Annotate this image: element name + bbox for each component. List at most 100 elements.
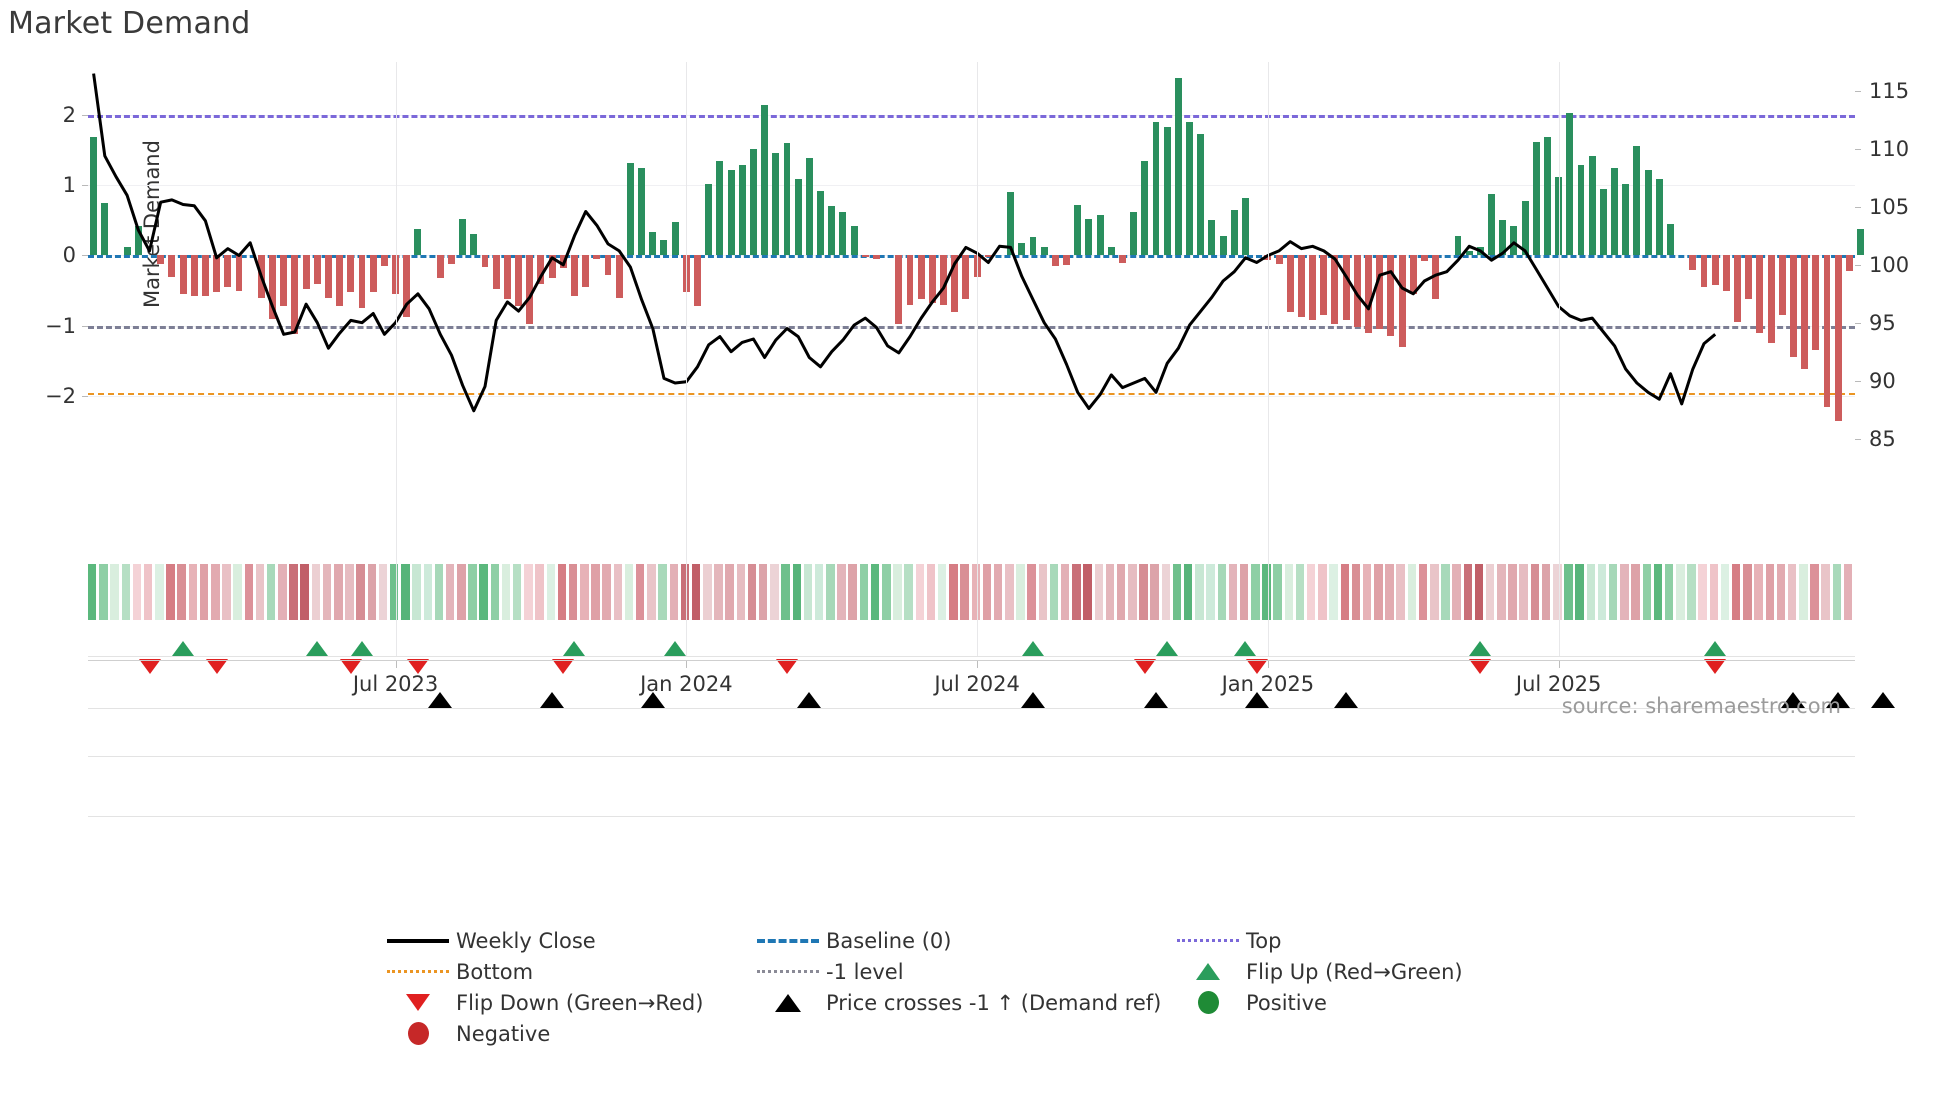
heatmap-cell — [289, 564, 298, 620]
demand-bar — [1353, 255, 1361, 328]
dotted-line-purple-icon — [1177, 939, 1239, 942]
legend-item[interactable]: Negative — [380, 1022, 750, 1046]
x-gridline — [686, 62, 688, 656]
heatmap-cell — [1418, 564, 1428, 620]
heatmap-cell — [546, 564, 555, 620]
demand-bar — [671, 221, 679, 256]
legend-label: Baseline (0) — [826, 928, 952, 953]
legend-glyph — [1170, 939, 1246, 942]
price-cross-marker — [797, 692, 822, 708]
heatmap-cell — [1765, 564, 1775, 620]
x-tick-mark — [1267, 661, 1269, 668]
heatmap-cell — [423, 564, 432, 620]
flip-up-marker — [306, 641, 329, 656]
x-tick-mark — [686, 661, 688, 668]
heatmap-cell — [255, 564, 265, 620]
legend-glyph — [380, 994, 456, 1011]
demand-bar — [1074, 204, 1082, 256]
y-tick-mark-right — [1855, 438, 1861, 440]
heatmap-cell — [1709, 564, 1719, 620]
demand-bar — [235, 255, 243, 291]
demand-bar — [1286, 255, 1294, 312]
heatmap-cell — [859, 564, 869, 620]
demand-bar — [123, 247, 131, 256]
heatmap-cell — [870, 564, 880, 620]
demand-bar — [727, 169, 735, 256]
heatmap-cell — [1541, 564, 1551, 620]
x-tick-mark — [1558, 661, 1560, 668]
price-cross-marker — [1781, 692, 1806, 708]
legend-item[interactable]: Top — [1170, 929, 1550, 953]
demand-bar — [940, 255, 947, 305]
legend-label: Flip Down (Green→Red) — [456, 990, 704, 1015]
heatmap-cell — [982, 564, 992, 620]
heatmap-cell — [401, 564, 410, 620]
heatmap-cell — [132, 564, 142, 620]
demand-bar — [1420, 255, 1428, 262]
legend-item[interactable]: Bottom — [380, 960, 750, 984]
legend-label: Bottom — [456, 959, 534, 984]
heatmap-cell — [781, 564, 790, 620]
demand-bar — [1711, 255, 1719, 286]
heatmap-cell — [1262, 564, 1271, 620]
demand-bar — [1510, 225, 1518, 256]
legend-item[interactable]: -1 level — [750, 960, 1170, 984]
legend-item[interactable]: Flip Down (Green→Red) — [380, 991, 750, 1015]
heatmap-cell — [915, 564, 925, 620]
legend-item[interactable]: Price crosses -1 ↑ (Demand ref) — [750, 991, 1170, 1015]
legend-item[interactable]: Weekly Close — [380, 929, 750, 953]
y-tick-mark-left — [82, 255, 88, 257]
demand-bar — [1376, 255, 1384, 330]
heatmap-cell — [1687, 564, 1696, 620]
y-tick-mark-left — [82, 325, 88, 327]
legend-item[interactable]: Baseline (0) — [750, 929, 1170, 953]
demand-bar — [1275, 255, 1283, 264]
heatmap-cell — [1295, 564, 1305, 620]
heatmap-cell — [904, 564, 913, 620]
demand-bar — [1063, 255, 1070, 266]
demand-bar — [626, 162, 634, 256]
demand-bar — [1722, 255, 1730, 291]
price-cross-marker — [640, 692, 665, 708]
heatmap-cell — [1832, 564, 1842, 620]
demand-bar — [1555, 176, 1563, 256]
heatmap-cell — [826, 564, 835, 620]
demand-bar — [548, 255, 556, 278]
heatmap-cell — [714, 564, 723, 620]
heatmap-cell — [1731, 564, 1741, 620]
heatmap-cell — [591, 564, 600, 620]
demand-bar — [1834, 255, 1842, 421]
demand-bar — [1577, 165, 1585, 256]
heatmap-cell — [1374, 564, 1383, 620]
y-tick-right: 105 — [1869, 194, 1910, 219]
y-tick-right: 115 — [1869, 78, 1910, 103]
flip-up-marker — [664, 641, 687, 656]
y-tick-mark-right — [1855, 206, 1861, 208]
demand-bar — [1163, 127, 1171, 256]
demand-bar — [1342, 255, 1350, 321]
demand-heatmap-strip — [88, 564, 1855, 620]
heatmap-cell — [1776, 564, 1786, 620]
demand-bar — [470, 234, 478, 256]
heatmap-cell — [1284, 564, 1294, 620]
demand-bar — [436, 255, 444, 278]
heatmap-cell — [1049, 564, 1059, 620]
legend-item[interactable]: Flip Up (Red→Green) — [1170, 960, 1550, 984]
demand-bar — [1398, 255, 1406, 347]
triangle-up-green-icon — [1196, 963, 1220, 980]
demand-bar — [917, 255, 925, 300]
legend-label: Price crosses -1 ↑ (Demand ref) — [826, 990, 1162, 1015]
demand-bar — [1745, 255, 1753, 300]
heatmap-cell — [479, 564, 488, 620]
heatmap-cell — [177, 564, 186, 620]
heatmap-cell — [356, 564, 365, 620]
demand-bar — [604, 255, 612, 276]
x-gridline — [1267, 62, 1269, 656]
legend-item[interactable]: Positive — [1170, 991, 1550, 1015]
price-cross-marker — [1870, 692, 1895, 708]
heatmap-cell — [1821, 564, 1830, 620]
y-tick-mark-right — [1855, 264, 1861, 266]
heatmap-cell — [1810, 564, 1819, 620]
flip-row-baseline — [88, 656, 1855, 657]
